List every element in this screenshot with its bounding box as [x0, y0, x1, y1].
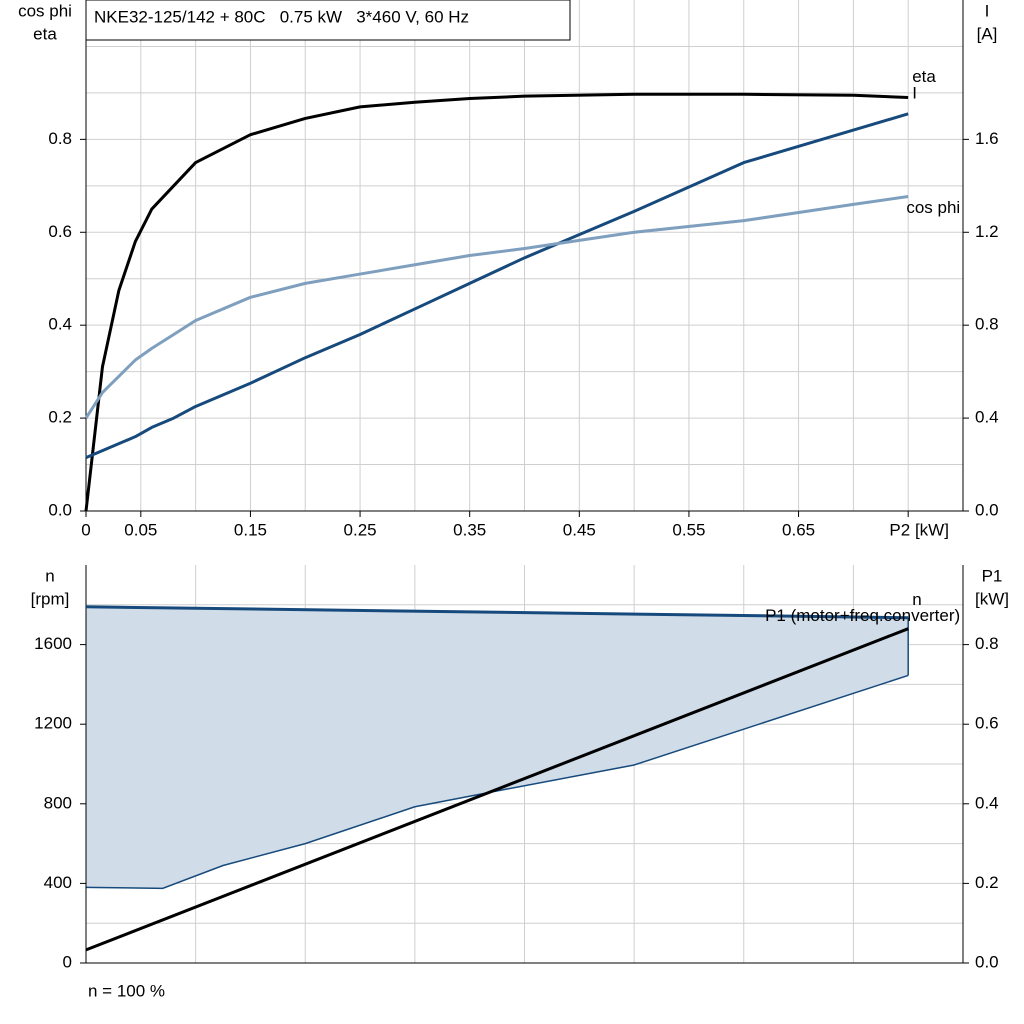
note: n = 100 %	[88, 981, 165, 1000]
y-tick-label: 0.8	[48, 129, 72, 148]
y2-tick-label: 0.0	[975, 952, 999, 971]
y2-tick-label: 0.8	[975, 315, 999, 334]
y-tick-label: 0.4	[48, 315, 72, 334]
x-tick-label: P2 [kW]	[889, 520, 949, 539]
y-tick-label: 1600	[34, 634, 72, 653]
x-tick-label: 0.65	[782, 520, 815, 539]
y-axis-title: eta	[33, 24, 57, 43]
y-tick-label: 1200	[34, 714, 72, 733]
x-tick-label: 0.25	[344, 520, 377, 539]
y-tick-label: 800	[44, 793, 72, 812]
y2-tick-label: 0.0	[975, 500, 999, 519]
y2-tick-label: 1.6	[975, 129, 999, 148]
x-tick-label: 0.15	[234, 520, 267, 539]
x-tick-label: 0.35	[453, 520, 486, 539]
y-axis-title: cos phi	[18, 1, 72, 20]
series-line	[84, 92, 909, 512]
y-tick-label: 0.6	[48, 222, 72, 241]
y-tick-label: 400	[44, 873, 72, 892]
series-label: I	[912, 83, 917, 102]
y2-tick-label: 0.4	[975, 408, 999, 427]
y2-tick-label: 1.2	[975, 222, 999, 241]
series-label: eta	[912, 67, 936, 86]
y2-axis-title: I	[985, 1, 990, 20]
series-line	[84, 195, 909, 419]
title-box	[85, 0, 571, 41]
x-tick-label: 0.55	[672, 520, 705, 539]
series-label: cos phi	[906, 198, 960, 217]
series-label: P1 (motor+freq.converter)	[765, 606, 960, 625]
y2-tick-label: 0.6	[975, 714, 999, 733]
x-tick-label: 0.45	[563, 520, 596, 539]
range-area	[86, 606, 909, 889]
y2-tick-label: 0.8	[975, 634, 999, 653]
y-axis-title: n	[45, 566, 54, 585]
series-label: n	[912, 590, 921, 609]
y-tick-label: 0.2	[48, 408, 72, 427]
y2-axis-title: [kW]	[975, 589, 1009, 608]
x-tick-label: 0	[81, 520, 90, 539]
range-lower-line	[85, 674, 909, 890]
y-tick-label: 0.0	[48, 500, 72, 519]
series-line	[85, 627, 909, 952]
y-axis-title: [rpm]	[31, 589, 70, 608]
x-tick-label: 0.05	[124, 520, 157, 539]
y2-tick-label: 0.4	[975, 793, 999, 812]
y2-axis-title: [A]	[977, 24, 998, 43]
y2-axis-title: P1	[982, 566, 1003, 585]
chart-title: NKE32-125/142 + 80C 0.75 kW 3*460 V, 60 …	[94, 7, 469, 26]
series-line	[85, 605, 909, 620]
series-line	[85, 112, 909, 459]
y-tick-label: 0	[63, 952, 72, 971]
y2-tick-label: 0.2	[975, 873, 999, 892]
